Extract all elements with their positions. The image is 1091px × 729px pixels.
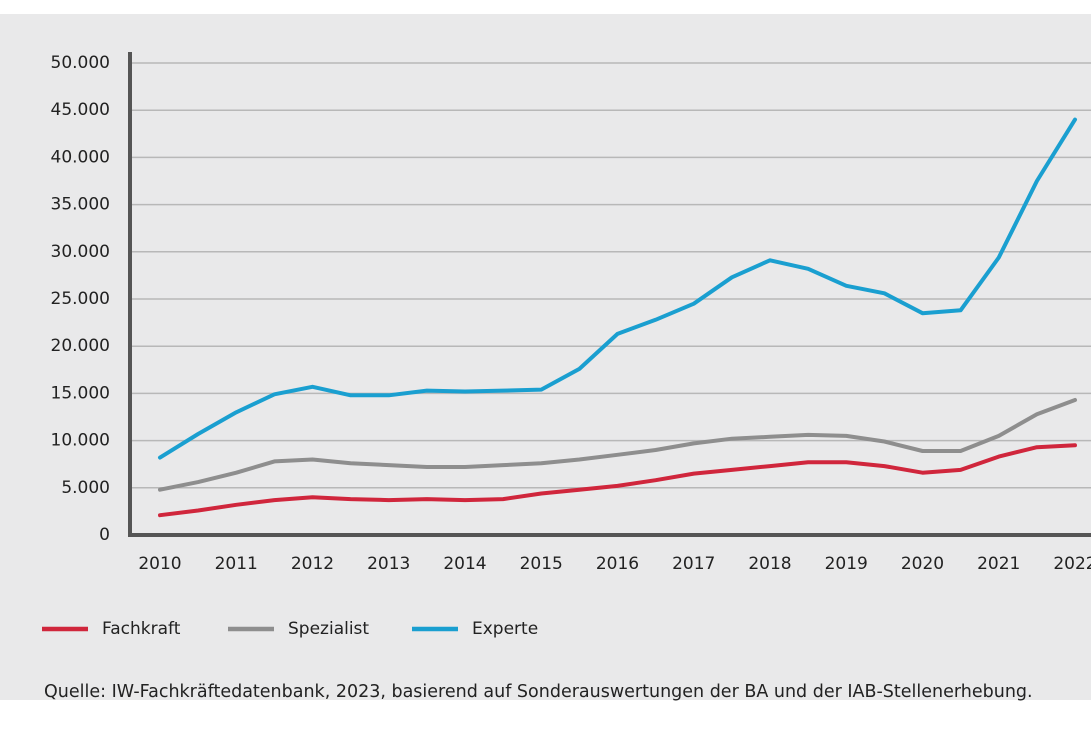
series-line [158, 398, 1077, 492]
x-tick-label: 2010 [138, 554, 181, 574]
x-tick-label: 2012 [291, 554, 334, 574]
series-line [158, 117, 1077, 460]
y-tick-label: 50.000 [51, 53, 110, 73]
x-tick-label: 2013 [367, 554, 410, 574]
legend-label: Fachkraft [102, 619, 181, 639]
x-tick-label: 2011 [215, 554, 258, 574]
x-tick-label: 2020 [901, 554, 944, 574]
legend-label: Experte [472, 619, 538, 639]
y-tick-label: 40.000 [51, 147, 110, 167]
x-tick-label: 2014 [443, 554, 486, 574]
y-tick-label: 10.000 [51, 431, 110, 451]
y-tick-label: 5.000 [61, 478, 110, 498]
x-tick-label: 2018 [748, 554, 791, 574]
x-tick-label: 2022 [1053, 554, 1091, 574]
y-tick-label: 25.000 [51, 289, 110, 309]
x-tick-label: 2019 [825, 554, 868, 574]
series-line [158, 443, 1077, 518]
y-tick-label: 20.000 [51, 336, 110, 356]
x-tick-label: 2016 [596, 554, 639, 574]
background [0, 14, 1091, 700]
x-tick-label: 2015 [520, 554, 563, 574]
y-tick-label: 15.000 [51, 383, 110, 403]
x-tick-label: 2017 [672, 554, 715, 574]
y-tick-label: 35.000 [51, 195, 110, 215]
legend-label: Spezialist [288, 619, 369, 639]
y-tick-label: 30.000 [51, 242, 110, 262]
source-note: Quelle: IW-Fachkräftedatenbank, 2023, ba… [44, 682, 1033, 702]
x-tick-label: 2021 [977, 554, 1020, 574]
y-tick-label: 0 [99, 525, 110, 545]
y-tick-label: 45.000 [51, 100, 110, 120]
